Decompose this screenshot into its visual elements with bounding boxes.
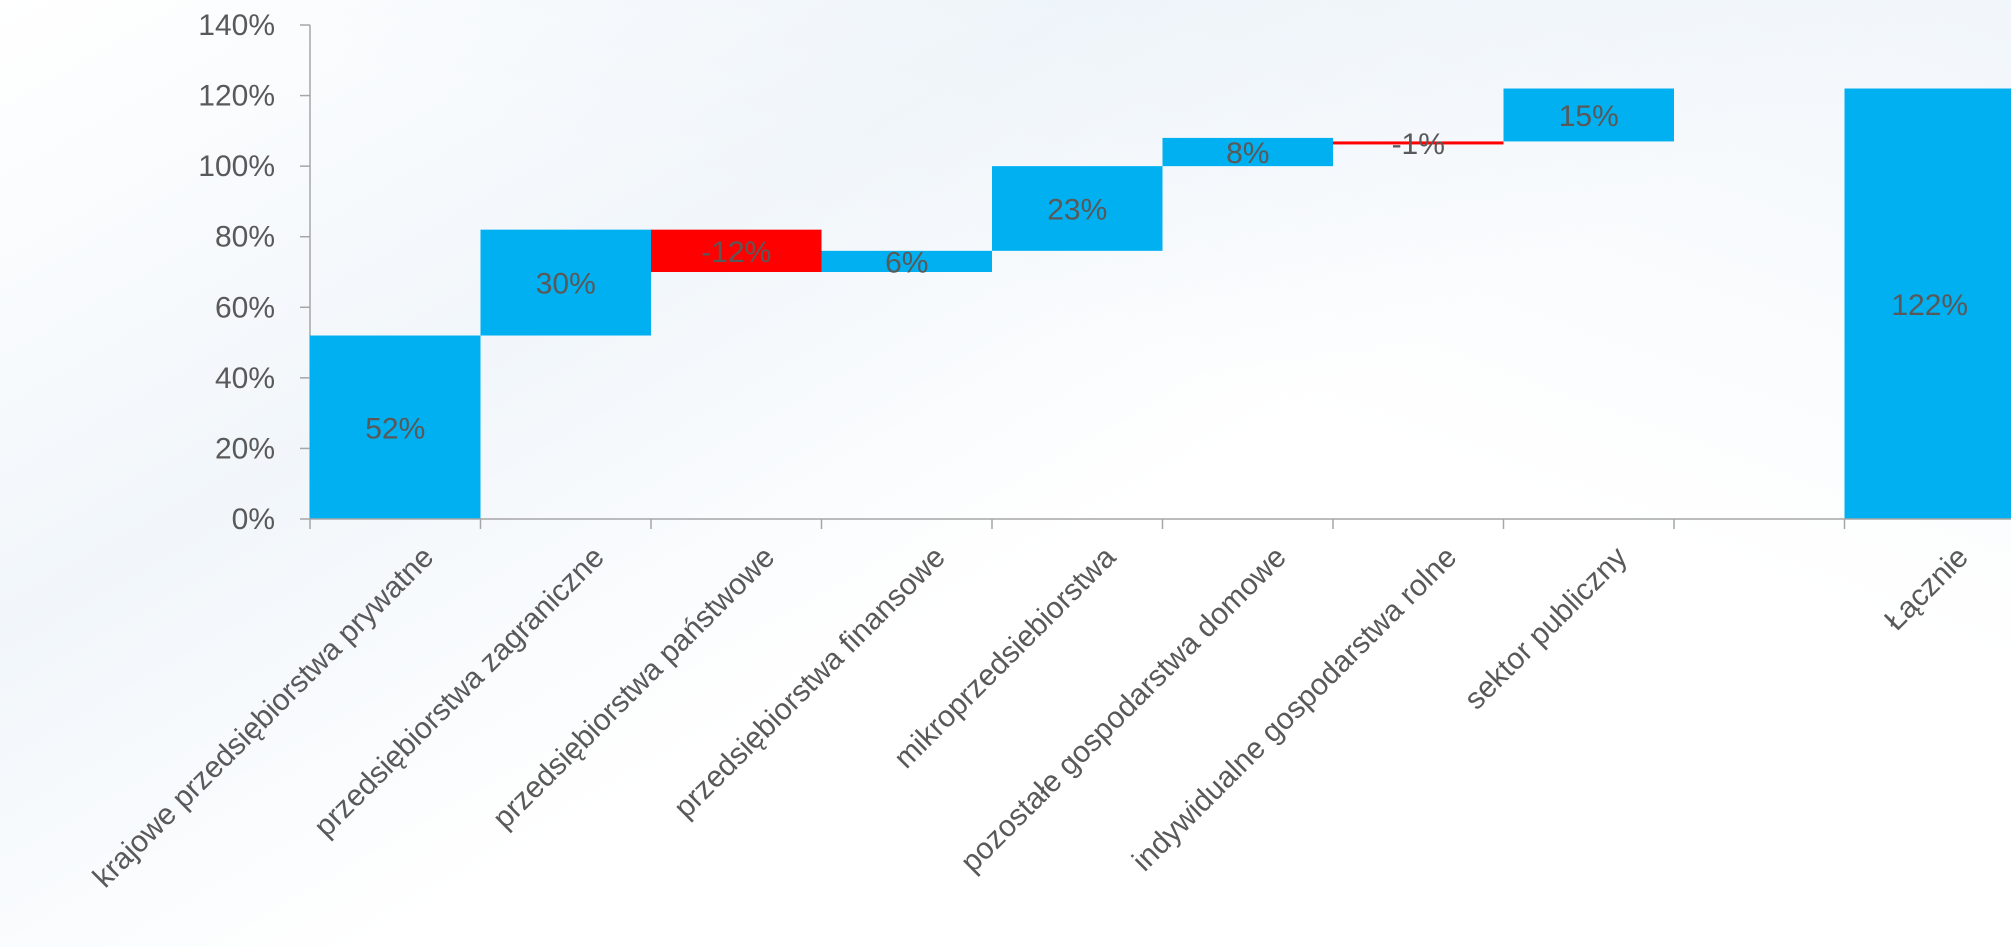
increase-bar [1162, 137, 1333, 167]
data-label: -12% [701, 236, 771, 269]
bars [310, 88, 2011, 519]
data-label: 122% [1891, 289, 1968, 322]
category-label: Łącznie [1878, 541, 1974, 637]
data-label: 30% [536, 268, 596, 301]
category-label: sektor publiczny [1458, 541, 1633, 716]
y-tick-label: 20% [215, 432, 275, 465]
increase-bar [821, 250, 992, 272]
y-tick-label: 40% [215, 362, 275, 395]
increase-bar [310, 335, 481, 519]
category-label: indywidualne gospodarstwa rolne [1126, 541, 1463, 878]
y-tick-label: 120% [198, 80, 275, 113]
total-bar [1844, 88, 2011, 519]
decrease-bar [651, 229, 822, 272]
increase-bar [1503, 88, 1674, 142]
data-label: 15% [1559, 100, 1619, 133]
category-label: przedsiębiorstwa państwowe [487, 541, 782, 836]
y-tick-label: 0% [232, 503, 275, 536]
data-label: -1% [1392, 128, 1445, 161]
data-label: 6% [885, 246, 928, 279]
decrease-bar [1333, 141, 1504, 145]
category-label: przedsiębiorstwa finansowe [668, 541, 952, 825]
y-tick-label: 100% [198, 150, 275, 183]
category-labels: krajowe przedsiębiorstwa prywatneprzedsi… [87, 540, 1975, 894]
y-tick-label: 60% [215, 291, 275, 324]
data-labels: 52% 30% -12% 6% 23% 8% -1% 15% 122% [365, 100, 1968, 445]
category-label: krajowe przedsiębiorstwa prywatne [87, 541, 440, 894]
increase-bar [992, 166, 1163, 251]
category-label: pozostałe gospodarstwa domowe [955, 541, 1293, 879]
category-label: przedsiębiorstwa zagraniczne [308, 541, 611, 844]
x-axis [309, 518, 2011, 529]
data-label: 23% [1047, 193, 1107, 226]
y-tick-label: 80% [215, 221, 275, 254]
data-label: 8% [1226, 137, 1269, 170]
data-label: 52% [365, 412, 425, 445]
increase-bar [480, 229, 651, 336]
y-tick-label: 140% [198, 9, 275, 42]
y-axis: 0% 20% 40% 60% 80% 100% 120% 140% [198, 9, 311, 536]
